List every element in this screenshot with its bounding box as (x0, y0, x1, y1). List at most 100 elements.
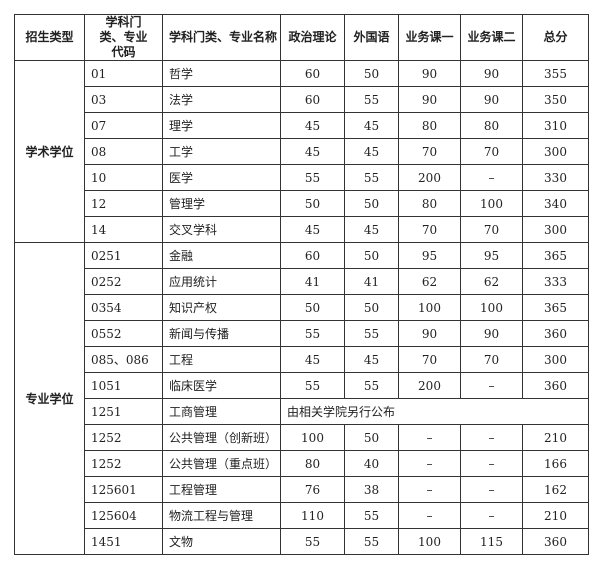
name-cell: 文物 (162, 528, 281, 555)
header-code: 学科门类、专业代码 (84, 14, 163, 61)
total-cell: 360 (522, 528, 589, 555)
header-row: 招生类型 学科门类、专业代码 学科门类、专业名称 政治理论 外国语 业务课一 业… (14, 14, 589, 61)
politics-cell: 76 (280, 476, 345, 503)
name-cell: 公共管理（重点班） (162, 450, 281, 477)
language-cell: 55 (344, 502, 399, 529)
code-cell: 0251 (84, 242, 163, 269)
table-row: 1051 临床医学 55 55 200–360 (15, 372, 589, 399)
course2-cell: 90 (460, 86, 523, 113)
name-cell: 医学 (162, 164, 281, 191)
language-cell: 50 (344, 242, 399, 269)
language-cell: 41 (344, 268, 399, 295)
code-cell: 1252 (84, 424, 163, 451)
table-row: 125601 工程管理 76 38– –162 (15, 476, 589, 503)
course2-cell: 80 (460, 112, 523, 139)
total-cell: 340 (522, 190, 589, 217)
name-cell: 知识产权 (162, 294, 281, 321)
politics-cell: 50 (280, 190, 345, 217)
politics-cell: 50 (280, 294, 345, 321)
table-row: 12 管理学 50 50 80 100 340 (15, 190, 589, 217)
name-cell: 哲学 (162, 60, 281, 87)
table-row: 10 医学 55 55 200–330 (15, 164, 589, 191)
code-cell: 1451 (84, 528, 163, 555)
course1-cell: 100 (398, 528, 461, 555)
table-row: 14 交叉学科 45 45 70 70 300 (15, 216, 589, 243)
table-row: 1252 公共管理（创新班） 100 50– –210 (15, 424, 589, 451)
code-cell: 125604 (84, 502, 163, 529)
course1-cell: 80 (398, 190, 461, 217)
code-cell: 0552 (84, 320, 163, 347)
course1-cell: – (398, 476, 461, 503)
politics-cell: 60 (280, 86, 345, 113)
course1-cell: 95 (398, 242, 461, 269)
politics-cell: 45 (280, 112, 345, 139)
code-cell: 0252 (84, 268, 163, 295)
header-type: 招生类型 (14, 14, 85, 61)
header-language: 外国语 (344, 14, 399, 61)
course2-cell: 70 (460, 346, 523, 373)
table-row: 1251 工商管理 由相关学院另行公布 (15, 398, 589, 425)
language-cell: 55 (344, 528, 399, 555)
course1-cell: – (398, 424, 461, 451)
table-row: 专业学位 0251 金融 60 50 95 95 365 (14, 242, 589, 555)
language-cell: 55 (344, 372, 399, 399)
total-cell: 333 (522, 268, 589, 295)
language-cell: 38 (344, 476, 399, 503)
language-cell: 45 (344, 112, 399, 139)
course1-cell: 62 (398, 268, 461, 295)
course1-cell: 70 (398, 138, 461, 165)
name-cell: 工学 (162, 138, 281, 165)
politics-cell: 110 (280, 502, 345, 529)
score-table: 招生类型 学科门类、专业代码 学科门类、专业名称 政治理论 外国语 业务课一 业… (14, 14, 589, 555)
politics-cell: 45 (280, 216, 345, 243)
name-cell: 公共管理（创新班） (162, 424, 281, 451)
table-row: 学术学位 01 哲学 60 50 90 90 355 (14, 60, 589, 243)
name-cell: 临床医学 (162, 372, 281, 399)
code-cell: 1252 (84, 450, 163, 477)
course2-cell: – (460, 164, 523, 191)
total-cell: 360 (522, 320, 589, 347)
header-course1: 业务课一 (398, 14, 461, 61)
name-cell: 管理学 (162, 190, 281, 217)
code-cell: 1251 (84, 398, 163, 425)
course1-cell: 90 (398, 86, 461, 113)
name-cell: 工程管理 (162, 476, 281, 503)
total-cell: 210 (522, 502, 589, 529)
course2-cell: 90 (460, 320, 523, 347)
course1-cell: – (398, 450, 461, 477)
course2-cell: 115 (460, 528, 523, 555)
course2-cell: 70 (460, 138, 523, 165)
politics-cell: 60 (280, 60, 345, 87)
politics-cell: 60 (280, 242, 345, 269)
name-cell: 新闻与传播 (162, 320, 281, 347)
course1-cell: 90 (398, 60, 461, 87)
language-cell: 55 (344, 320, 399, 347)
header-total: 总分 (522, 14, 589, 61)
language-cell: 50 (344, 190, 399, 217)
name-cell: 应用统计 (162, 268, 281, 295)
note-cell: 由相关学院另行公布 (280, 398, 589, 425)
language-cell: 50 (344, 294, 399, 321)
course2-cell: 100 (460, 294, 523, 321)
course1-cell: 100 (398, 294, 461, 321)
name-cell: 物流工程与管理 (162, 502, 281, 529)
language-cell: 50 (344, 60, 399, 87)
table-row: 125604 物流工程与管理 110 55– –210 (15, 502, 589, 529)
admission-type-cell: 学术学位 (14, 60, 85, 243)
name-cell: 理学 (162, 112, 281, 139)
table-row: 08 工学 45 45 70 70 300 (15, 138, 589, 165)
course1-cell: 200 (398, 164, 461, 191)
language-cell: 55 (344, 86, 399, 113)
course2-cell: – (460, 450, 523, 477)
code-cell: 07 (84, 112, 163, 139)
code-cell: 085、086 (84, 346, 163, 373)
total-cell: 310 (522, 112, 589, 139)
course2-cell: 70 (460, 216, 523, 243)
code-cell: 01 (84, 60, 163, 87)
admission-type-cell: 专业学位 (14, 242, 85, 555)
total-cell: 365 (522, 294, 589, 321)
total-cell: 166 (522, 450, 589, 477)
course2-cell: – (460, 372, 523, 399)
language-cell: 45 (344, 138, 399, 165)
code-cell: 1051 (84, 372, 163, 399)
